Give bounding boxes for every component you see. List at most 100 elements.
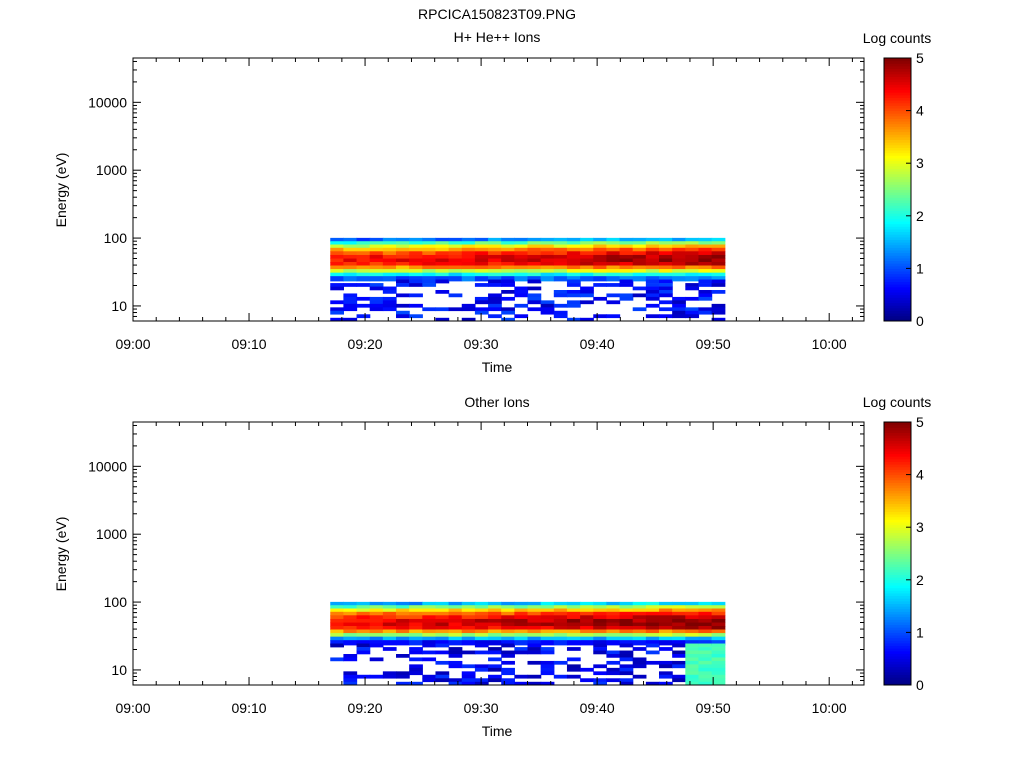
heatmap-cell — [330, 605, 344, 610]
x-tick-label: 09:20 — [348, 700, 383, 716]
heatmap-cell — [619, 601, 634, 606]
heatmap-cell — [488, 244, 502, 249]
heatmap-cell — [527, 622, 542, 627]
heatmap-cell — [409, 633, 423, 638]
heatmap-cell — [527, 276, 542, 282]
heatmap-cell — [501, 247, 515, 252]
colorbar-swatch — [884, 281, 911, 285]
heatmap-cell — [672, 261, 686, 267]
heatmap-cell — [448, 269, 463, 274]
heatmap-cell — [672, 660, 686, 665]
heatmap-cell — [672, 276, 686, 282]
heatmap-cell — [645, 605, 660, 610]
colorbar-swatch — [884, 271, 911, 275]
colorbar-swatch — [884, 76, 911, 80]
heatmap-cell — [330, 283, 344, 287]
heatmap-cell — [540, 601, 555, 606]
heatmap-cell — [527, 650, 542, 655]
heatmap-cell — [645, 636, 660, 641]
heatmap-cell — [659, 636, 673, 641]
heatmap-cell — [659, 618, 673, 624]
heatmap-cell — [553, 293, 568, 298]
heatmap-cell — [514, 629, 529, 634]
heatmap-cell — [527, 265, 542, 270]
heatmap-cell — [382, 300, 397, 305]
heatmap-cell — [685, 654, 700, 658]
heatmap-cell — [343, 601, 358, 606]
heatmap-cell — [330, 615, 344, 620]
colorbar-swatch — [884, 579, 911, 583]
heatmap-cell — [527, 681, 542, 686]
heatmap-cell — [514, 244, 529, 249]
heatmap-cell — [698, 601, 713, 606]
heatmap-cell — [330, 276, 344, 282]
x-tick-label: 09:30 — [464, 700, 499, 716]
heatmap-cell — [672, 303, 686, 308]
heatmap-cell — [659, 314, 673, 319]
colorbar-swatch — [884, 642, 911, 647]
colorbar-swatch — [884, 97, 911, 101]
heatmap-cell — [619, 254, 634, 260]
x-tick-label: 10:00 — [812, 336, 847, 352]
heatmap-cell — [685, 625, 700, 631]
heatmap-cell — [396, 618, 410, 624]
colorbar-swatch — [884, 163, 911, 167]
heatmap-cell — [435, 615, 450, 620]
heatmap-cell — [566, 674, 581, 679]
heatmap-cell — [474, 241, 489, 246]
heatmap-cell — [593, 643, 608, 648]
heatmap-cell — [369, 258, 384, 263]
heatmap-cell — [356, 258, 371, 263]
heatmap-cell — [343, 251, 358, 256]
heatmap-cell — [698, 640, 713, 646]
colorbar-swatch — [884, 186, 911, 190]
heatmap-cell — [448, 244, 463, 249]
heatmap-cell — [566, 633, 581, 638]
colorbar-swatch — [884, 674, 911, 678]
heatmap-cell — [474, 283, 489, 287]
heatmap-cell — [645, 272, 660, 277]
colorbar-swatch — [884, 150, 911, 154]
heatmap-cell — [488, 269, 502, 274]
heatmap-cell — [382, 307, 397, 312]
colorbar-swatch — [884, 429, 911, 434]
y-tick-label: 100 — [104, 594, 128, 610]
heatmap-cell — [422, 633, 437, 638]
heatmap-cell — [711, 636, 726, 641]
heatmap-cell — [685, 269, 700, 274]
heatmap-cell — [409, 241, 423, 246]
heatmap-cell — [606, 265, 621, 270]
colorbar-swatch — [884, 650, 911, 654]
heatmap-cell — [619, 247, 634, 252]
heatmap-cell — [593, 314, 608, 319]
heatmap-cell — [461, 640, 476, 646]
heatmap-cell — [540, 265, 555, 270]
heatmap-cell — [435, 272, 450, 277]
colorbar-tick-label: 2 — [916, 208, 924, 224]
heatmap-cell — [514, 237, 529, 242]
heatmap-cell — [672, 640, 686, 646]
heatmap-cell — [566, 258, 581, 263]
colorbar-swatch — [884, 524, 911, 528]
heatmap-cell — [619, 258, 634, 263]
heatmap-cell — [396, 303, 410, 308]
heatmap-cell — [474, 625, 489, 631]
heatmap-cell — [553, 636, 568, 641]
heatmap-cell — [356, 622, 371, 627]
heatmap-cell — [461, 251, 476, 256]
heatmap-cell — [409, 657, 423, 662]
heatmap-cells — [330, 237, 726, 322]
heatmap-cell — [566, 647, 581, 651]
heatmap-cell — [448, 241, 463, 246]
heatmap-cell — [711, 307, 726, 312]
heatmap-cell — [396, 251, 410, 256]
colorbar-swatch — [884, 469, 911, 473]
colorbar-swatch — [884, 466, 911, 470]
heatmap-cell — [698, 269, 713, 274]
heatmap-cell — [501, 640, 515, 646]
colorbar-swatch — [884, 165, 911, 169]
heatmap-cell — [448, 251, 463, 256]
figure-title: RPCICA150823T09.PNG — [418, 6, 576, 22]
heatmap-cell — [632, 618, 647, 624]
heatmap-cell — [461, 241, 476, 246]
